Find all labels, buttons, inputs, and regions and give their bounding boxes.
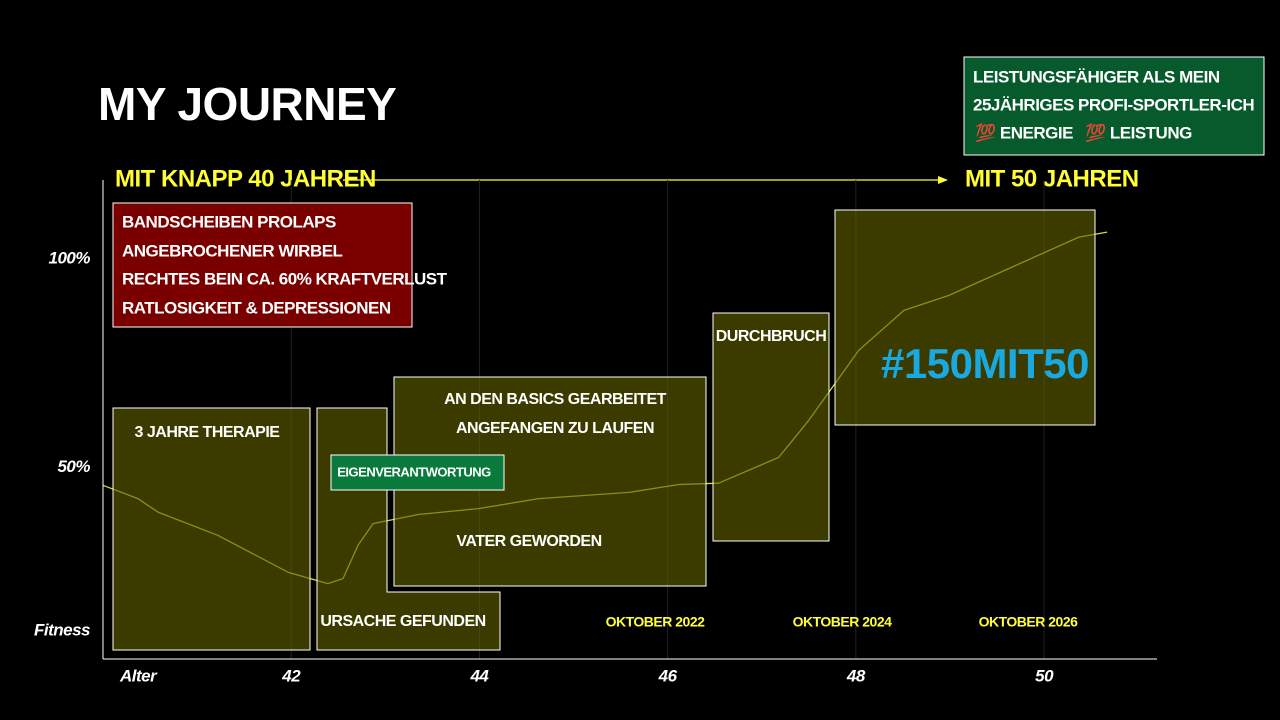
summary-line: 💯 LEISTUNG: [1085, 122, 1192, 142]
phase-label: AN DEN BASICS GEARBEITET: [444, 391, 667, 408]
x-tick-label: 42: [281, 666, 301, 685]
goal-label: #150MIT50: [881, 340, 1089, 387]
phase-label: URSACHE GEFUNDEN: [320, 613, 485, 630]
problem: RATLOSIGKEIT & DEPRESSIONEN: [122, 298, 391, 317]
summary-line: 25JÄHRIGES PROFI-SPORTLER-ICH: [973, 95, 1254, 114]
phase-label: EIGENVERANTWORTUNG: [337, 464, 491, 479]
problem: RECHTES BEIN CA. 60% KRAFTVERLUST: [122, 269, 448, 288]
date-label: OKTOBER 2026: [979, 614, 1078, 630]
summary-box: [963, 56, 1265, 156]
x-tick-label: 48: [846, 666, 866, 685]
timeline-start: MIT KNAPP 40 JAHREN: [115, 165, 376, 192]
x-tick-label: 50: [1035, 666, 1054, 685]
phase-box: [834, 209, 1096, 426]
phase-box: [712, 312, 830, 542]
y-tick-label: 100%: [49, 249, 91, 268]
y-tick-label: 50%: [57, 457, 90, 476]
phase-label: 3 JAHRE THERAPIE: [135, 424, 281, 441]
x-tick-label: 46: [658, 666, 678, 685]
phase-label: VATER GEWORDEN: [456, 533, 601, 550]
y-axis-label: Fitness: [34, 620, 90, 639]
phase-label: DURCHBRUCH: [716, 328, 827, 345]
date-label: OKTOBER 2022: [606, 614, 705, 630]
responsibility-box: [330, 454, 505, 491]
x-axis-label: Alter: [119, 666, 158, 685]
timeline-end: MIT 50 JAHREN: [965, 165, 1139, 192]
x-tick-label: 44: [469, 666, 489, 685]
title: MY JOURNEY: [98, 78, 396, 130]
date-label: OKTOBER 2024: [793, 614, 892, 630]
problem: ANGEBROCHENER WIRBEL: [122, 241, 343, 260]
summary-line: LEISTUNGSFÄHIGER ALS MEIN: [973, 67, 1220, 86]
arrow-head: [938, 176, 948, 184]
problem: BANDSCHEIBEN PROLAPS: [122, 212, 336, 231]
summary-line: 💯 ENERGIE: [975, 122, 1073, 142]
problem-box: [112, 202, 413, 328]
phase-box: [112, 407, 311, 651]
phase-label: ANGEFANGEN ZU LAUFEN: [456, 420, 654, 437]
